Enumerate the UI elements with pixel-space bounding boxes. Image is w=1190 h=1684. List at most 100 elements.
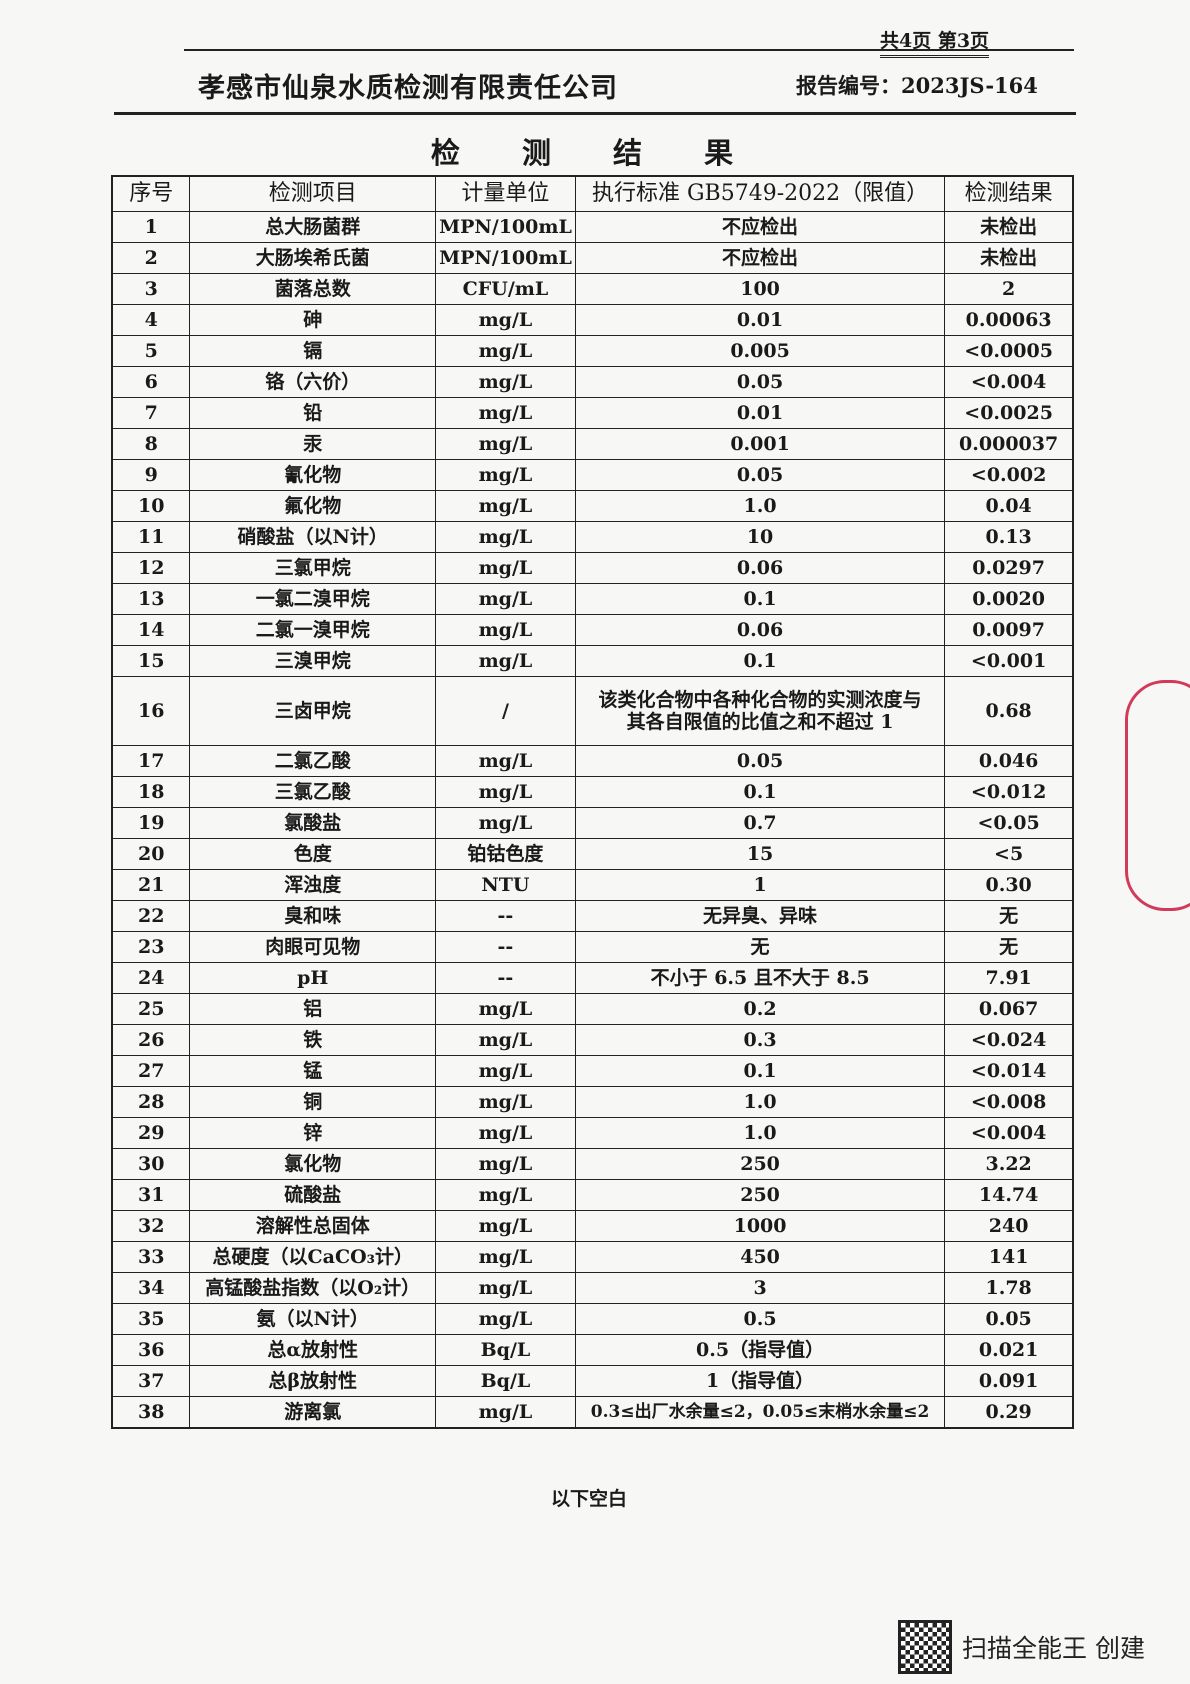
- test-result: <0.004: [944, 1117, 1074, 1149]
- official-stamp: [1125, 680, 1190, 911]
- table-row: 7 铅 mg/L 0.01 <0.0025: [111, 397, 1074, 429]
- row-number: 12: [111, 552, 191, 584]
- standard-limit: 0.2: [574, 993, 946, 1025]
- unit: mg/L: [435, 776, 576, 808]
- standard-limit: 0.001: [574, 428, 946, 460]
- unit: mg/L: [435, 397, 576, 429]
- test-item: pH: [189, 962, 436, 994]
- test-item: 铜: [189, 1086, 436, 1118]
- table-row: 11 硝酸盐（以N计） mg/L 10 0.13: [111, 521, 1074, 553]
- standard-limit: 0.3≤出厂水余量≤2，0.05≤末梢水余量≤2: [574, 1396, 946, 1429]
- test-item: 锰: [189, 1055, 436, 1087]
- test-item: 游离氯: [189, 1396, 436, 1429]
- unit: mg/L: [435, 1055, 576, 1087]
- test-item: 二氯一溴甲烷: [189, 614, 436, 646]
- standard-limit: 0.1: [574, 1055, 946, 1087]
- row-number: 31: [111, 1179, 191, 1211]
- row-number: 2: [111, 242, 191, 274]
- test-item: 总α放射性: [189, 1334, 436, 1366]
- test-result: 0.30: [944, 869, 1074, 901]
- test-item: 总β放射性: [189, 1365, 436, 1397]
- table-row: 37 总β放射性 Bq/L 1（指导值） 0.091: [111, 1365, 1074, 1397]
- test-result: <0.024: [944, 1024, 1074, 1056]
- column-header: 序号: [111, 175, 191, 212]
- unit: Bq/L: [435, 1334, 576, 1366]
- standard-limit: 0.01: [574, 304, 946, 336]
- column-header: 检测项目: [189, 175, 436, 212]
- test-result: 0.29: [944, 1396, 1074, 1429]
- test-item: 浑浊度: [189, 869, 436, 901]
- table-row: 38 游离氯 mg/L 0.3≤出厂水余量≤2，0.05≤末梢水余量≤2 0.29: [111, 1396, 1074, 1429]
- standard-limit: 3: [574, 1272, 946, 1304]
- row-number: 14: [111, 614, 191, 646]
- row-number: 13: [111, 583, 191, 615]
- standard-limit: 1（指导值）: [574, 1365, 946, 1397]
- test-item: 色度: [189, 838, 436, 870]
- unit: mg/L: [435, 1024, 576, 1056]
- unit: mg/L: [435, 1179, 576, 1211]
- test-result: 未检出: [944, 211, 1074, 243]
- test-item: 氰化物: [189, 459, 436, 491]
- test-item: 铅: [189, 397, 436, 429]
- table-row: 29 锌 mg/L 1.0 <0.004: [111, 1117, 1074, 1149]
- unit: mg/L: [435, 304, 576, 336]
- unit: mg/L: [435, 583, 576, 615]
- standard-limit: 不应检出: [574, 211, 946, 243]
- unit: mg/L: [435, 552, 576, 584]
- test-result: 0.067: [944, 993, 1074, 1025]
- row-number: 33: [111, 1241, 191, 1273]
- standard-limit: 0.005: [574, 335, 946, 367]
- unit: 铂钴色度: [435, 838, 576, 870]
- table-row: 28 铜 mg/L 1.0 <0.008: [111, 1086, 1074, 1118]
- test-result: 0.000037: [944, 428, 1074, 460]
- table-row: 35 氨（以N计） mg/L 0.5 0.05: [111, 1303, 1074, 1335]
- test-item: 大肠埃希氏菌: [189, 242, 436, 274]
- table-row: 10 氟化物 mg/L 1.0 0.04: [111, 490, 1074, 522]
- unit: mg/L: [435, 366, 576, 398]
- row-number: 25: [111, 993, 191, 1025]
- report-number-label: 报告编号：: [796, 73, 901, 98]
- test-item: 氯酸盐: [189, 807, 436, 839]
- column-header: 检测结果: [944, 175, 1074, 212]
- row-number: 5: [111, 335, 191, 367]
- standard-limit: 1.0: [574, 1086, 946, 1118]
- test-item: 硫酸盐: [189, 1179, 436, 1211]
- table-row: 34 高锰酸盐指数（以O₂计） mg/L 3 1.78: [111, 1272, 1074, 1304]
- test-item: 铬（六价）: [189, 366, 436, 398]
- test-result: <0.001: [944, 645, 1074, 677]
- unit: mg/L: [435, 645, 576, 677]
- table-row: 14 二氯一溴甲烷 mg/L 0.06 0.0097: [111, 614, 1074, 646]
- scanner-watermark: 扫描全能王 创建: [898, 1620, 1145, 1674]
- standard-limit: 0.1: [574, 776, 946, 808]
- table-row: 31 硫酸盐 mg/L 250 14.74: [111, 1179, 1074, 1211]
- row-number: 6: [111, 366, 191, 398]
- test-result: 无: [944, 900, 1074, 932]
- test-result: 141: [944, 1241, 1074, 1273]
- table-row: 5 镉 mg/L 0.005 <0.0005: [111, 335, 1074, 367]
- test-result: 0.05: [944, 1303, 1074, 1335]
- test-item: 镉: [189, 335, 436, 367]
- standard-limit: 0.5（指导值）: [574, 1334, 946, 1366]
- standard-limit: 0.05: [574, 459, 946, 491]
- table-row: 6 铬（六价） mg/L 0.05 <0.004: [111, 366, 1074, 398]
- row-number: 20: [111, 838, 191, 870]
- test-result: <0.002: [944, 459, 1074, 491]
- row-number: 15: [111, 645, 191, 677]
- standard-limit: 0.3: [574, 1024, 946, 1056]
- test-item: 锌: [189, 1117, 436, 1149]
- test-item: 一氯二溴甲烷: [189, 583, 436, 615]
- test-item: 氟化物: [189, 490, 436, 522]
- table-row: 13 一氯二溴甲烷 mg/L 0.1 0.0020: [111, 583, 1074, 615]
- row-number: 7: [111, 397, 191, 429]
- test-item: 总大肠菌群: [189, 211, 436, 243]
- standard-limit: 1000: [574, 1210, 946, 1242]
- table-row: 17 二氯乙酸 mg/L 0.05 0.046: [111, 745, 1074, 777]
- unit: mg/L: [435, 1148, 576, 1180]
- standard-limit: 0.06: [574, 552, 946, 584]
- table-row: 36 总α放射性 Bq/L 0.5（指导值） 0.021: [111, 1334, 1074, 1366]
- test-result: 7.91: [944, 962, 1074, 994]
- test-result: 1.78: [944, 1272, 1074, 1304]
- test-result: 未检出: [944, 242, 1074, 274]
- standard-limit: 该类化合物中各种化合物的实测浓度与其各自限值的比值之和不超过 1: [574, 676, 946, 746]
- unit: mg/L: [435, 335, 576, 367]
